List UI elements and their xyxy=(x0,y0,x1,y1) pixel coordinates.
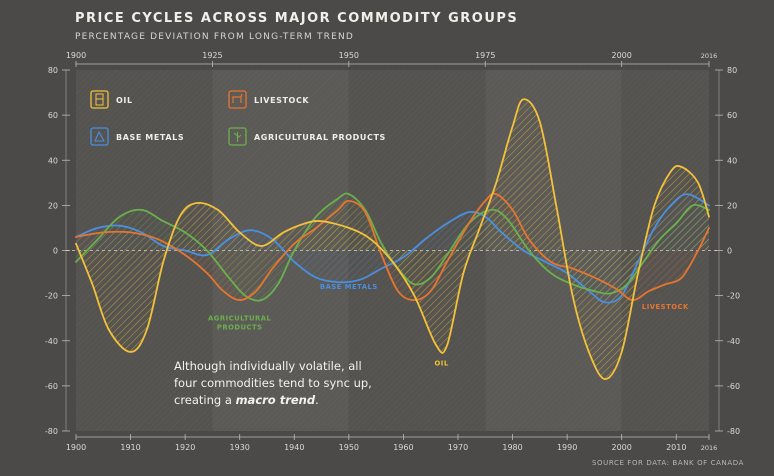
bottom-x-tick-label: 1960 xyxy=(393,443,413,452)
bottom-x-tick-label: 1950 xyxy=(339,443,359,452)
y-tick-label-left: -40 xyxy=(45,337,58,346)
livestock-glyph xyxy=(232,93,243,103)
oil-barrel-icon xyxy=(90,90,109,109)
y-tick-label-left: 0 xyxy=(53,247,58,256)
source-note: SOURCE FOR DATA: BANK OF CANADA xyxy=(591,459,744,467)
bottom-x-tick-label: 1940 xyxy=(284,443,304,452)
bottom-x-tick-label: 1970 xyxy=(448,443,468,452)
top-x-tick-label: 1900 xyxy=(66,51,86,60)
y-tick-label-right: 40 xyxy=(727,156,737,165)
top-x-tick-label: 2016 xyxy=(701,52,718,60)
bottom-x-tick-label: 1980 xyxy=(502,443,522,452)
base-metals-glyph xyxy=(94,130,105,142)
chart-title: PRICE CYCLES ACROSS MAJOR COMMODITY GROU… xyxy=(75,11,519,26)
y-tick-label-left: 80 xyxy=(48,66,58,75)
series-fill-oil xyxy=(76,99,709,380)
bottom-x-tick-label: 2000 xyxy=(612,443,632,452)
legend-label: LIVESTOCK xyxy=(254,96,309,105)
top-x-tick-label: 2000 xyxy=(612,51,632,60)
y-tick-label-left: -80 xyxy=(45,427,58,436)
agriculture-glyph xyxy=(233,132,242,142)
bottom-x-tick-label: 1910 xyxy=(120,443,140,452)
bottom-x-tick-label: 1930 xyxy=(230,443,250,452)
series-fills xyxy=(76,99,709,380)
series-label: AGRICULTURAL xyxy=(208,314,271,322)
annotation: Although individually volatile, all four… xyxy=(174,358,372,409)
chart-subtitle: PERCENTAGE DEVIATION FROM LONG-TERM TREN… xyxy=(75,32,355,42)
annotation-emphasis: macro trend xyxy=(235,393,316,407)
annotation-line-3: creating a macro trend. xyxy=(174,392,372,409)
top-x-tick-label: 1975 xyxy=(475,51,495,60)
bottom-x-tick-label: 1990 xyxy=(557,443,577,452)
bottom-x-tick-label: 2016 xyxy=(701,444,718,452)
bottom-x-tick-label: 1920 xyxy=(175,443,195,452)
series-lines xyxy=(75,98,710,380)
series-label: OIL xyxy=(435,360,449,368)
y-tick-label-left: -20 xyxy=(45,292,58,301)
y-tick-label-right: 0 xyxy=(727,247,732,256)
bottom-x-tick-label: 1900 xyxy=(66,443,86,452)
series-line-base-metals xyxy=(75,193,710,304)
legend: OIL LIVESTOCK BASE METALS AGRICULTURAL PROD… xyxy=(90,90,386,146)
legend-label: AGRICULTURAL PRODUCTS xyxy=(254,133,386,142)
livestock-icon xyxy=(228,90,247,109)
base-metals-icon xyxy=(90,127,109,146)
y-tick-label-left: 20 xyxy=(48,201,58,210)
annotation-prefix: creating a xyxy=(174,393,236,407)
y-tick-label-left: -60 xyxy=(45,382,58,391)
y-tick-label-right: 80 xyxy=(727,66,737,75)
series-fill-agricultural-products xyxy=(76,193,709,301)
agriculture-icon xyxy=(228,127,247,146)
legend-item-livestock: LIVESTOCK xyxy=(228,90,309,109)
y-tick-label-right: 20 xyxy=(727,201,737,210)
legend-item-agricultural-products: AGRICULTURAL PRODUCTS xyxy=(228,127,386,146)
legend-item-base-metals: BASE METALS xyxy=(90,127,184,146)
annotation-line-2: four commodities tend to sync up, xyxy=(174,376,372,390)
legend-item-oil: OIL xyxy=(90,90,133,109)
bottom-x-tick-label: 2010 xyxy=(666,443,686,452)
series-label: LIVESTOCK xyxy=(642,303,689,311)
series-label: PRODUCTS xyxy=(217,323,263,331)
y-tick-label-left: 60 xyxy=(48,111,58,120)
y-tick-label-left: 40 xyxy=(48,156,58,165)
legend-label: OIL xyxy=(116,96,133,105)
series-line-oil xyxy=(75,98,710,380)
legend-label: BASE METALS xyxy=(116,133,184,142)
y-tick-label-right: -60 xyxy=(727,382,740,391)
series-line-livestock xyxy=(75,192,710,301)
top-x-tick-label: 1925 xyxy=(202,51,222,60)
annotation-line-1: Although individually volatile, all xyxy=(174,359,362,373)
annotation-suffix: . xyxy=(315,393,319,407)
y-tick-label-right: -40 xyxy=(727,337,740,346)
y-tick-label-right: -80 xyxy=(727,427,740,436)
y-tick-label-right: -20 xyxy=(727,292,740,301)
y-tick-label-right: 60 xyxy=(727,111,737,120)
top-x-tick-label: 1950 xyxy=(339,51,359,60)
series-label: BASE METALS xyxy=(320,283,378,291)
